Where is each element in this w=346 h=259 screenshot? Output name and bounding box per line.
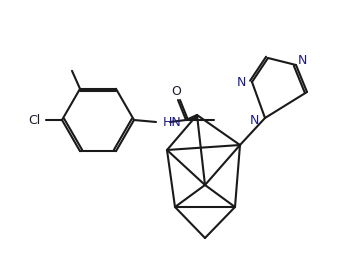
Text: N: N — [237, 76, 246, 89]
Text: HN: HN — [163, 116, 182, 128]
Text: O: O — [171, 84, 181, 97]
Text: N: N — [298, 54, 307, 67]
Text: N: N — [249, 113, 259, 126]
Text: Cl: Cl — [28, 113, 40, 126]
